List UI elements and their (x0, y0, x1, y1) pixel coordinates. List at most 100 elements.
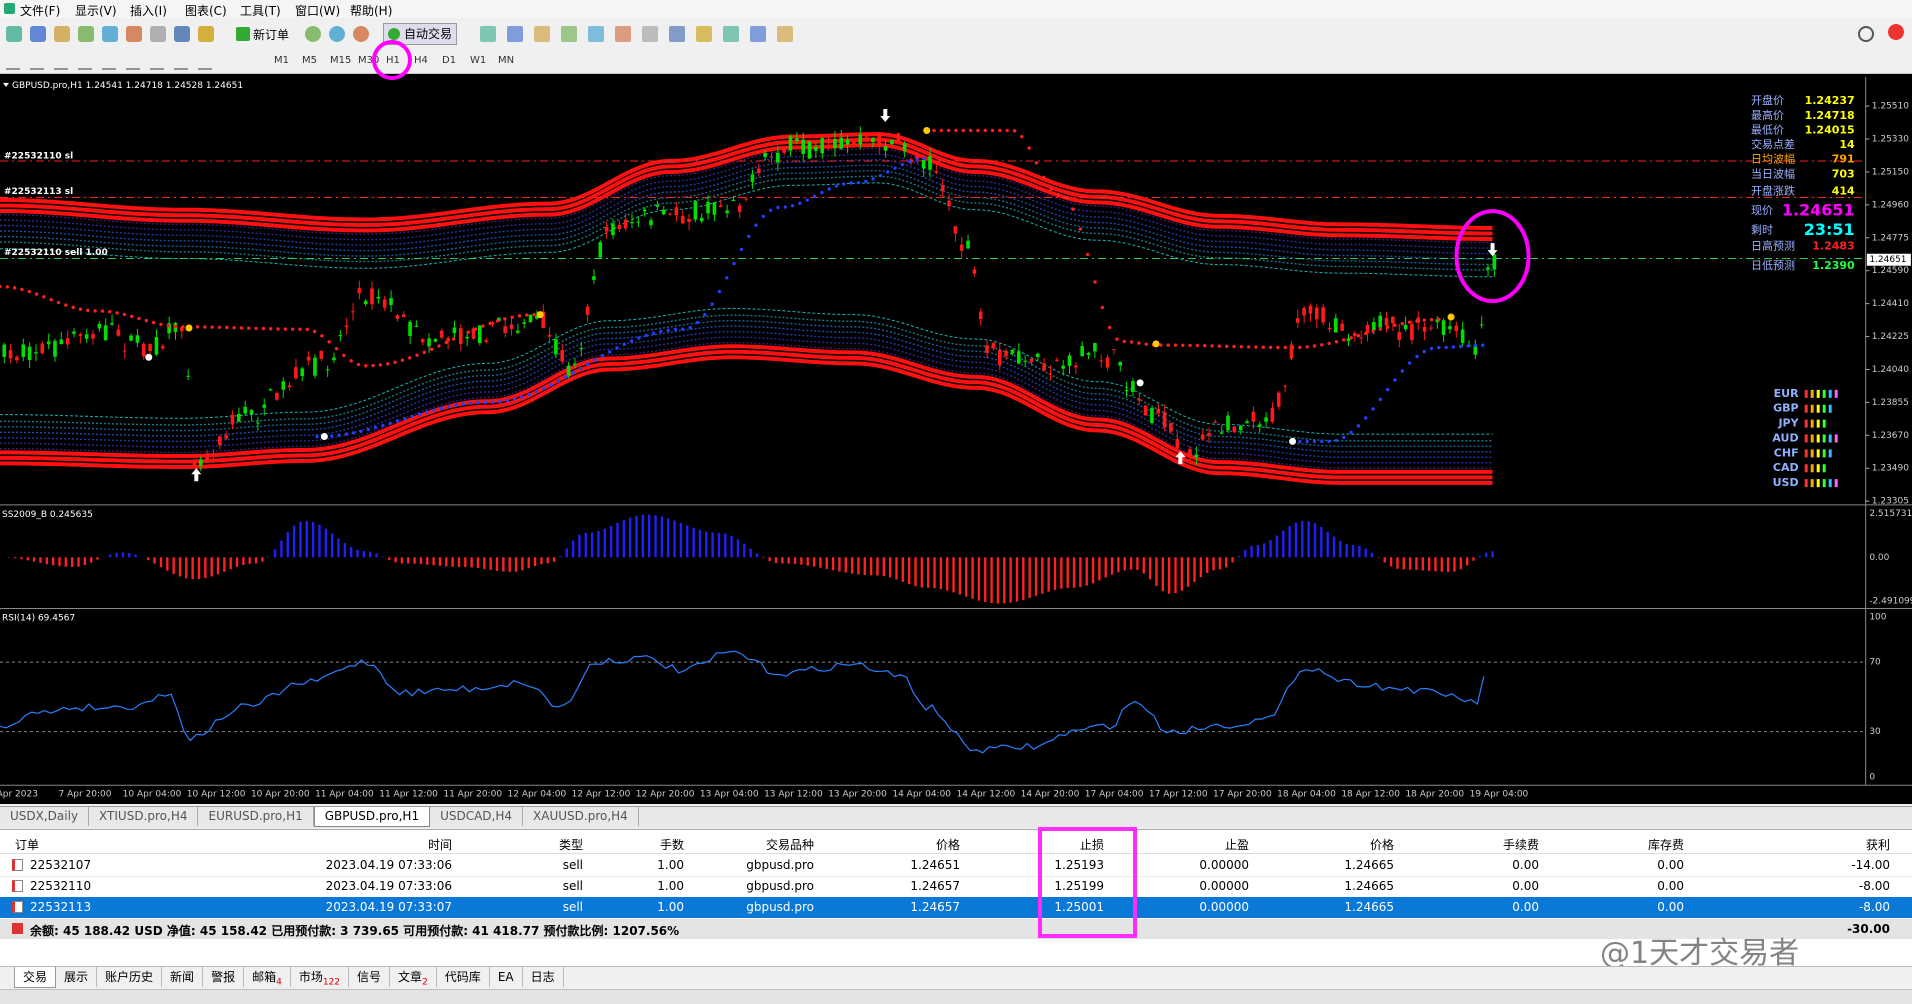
toolbar-icon[interactable] (777, 26, 793, 42)
candle-body (408, 321, 412, 336)
timeframe-button[interactable]: D1 (442, 55, 457, 66)
signal-dot (145, 353, 153, 361)
timeframe-button[interactable]: MN (498, 55, 515, 66)
column-header: 止盈 (1224, 838, 1249, 852)
candle-body (592, 276, 596, 280)
drawing-tool[interactable] (102, 56, 116, 70)
timeframe-button[interactable]: M30 (358, 55, 380, 66)
timeframe-button[interactable]: M15 (330, 55, 352, 66)
terminal-tab[interactable]: EA (490, 967, 523, 987)
toolbar-icon[interactable] (329, 26, 345, 42)
menu-item[interactable]: 显示(V) (75, 4, 117, 18)
close-button[interactable] (1895, 899, 1907, 913)
toolbar-icon[interactable] (669, 26, 685, 42)
toolbar-icon[interactable] (78, 26, 94, 42)
drawing-tool[interactable] (6, 56, 20, 70)
account-icon (12, 923, 23, 934)
menu-item[interactable]: 工具(T) (240, 4, 281, 18)
trail-dot (1049, 187, 1053, 191)
drawing-tool[interactable] (198, 56, 212, 70)
terminal-tab[interactable]: 代码库 (437, 967, 490, 987)
terminal-tab[interactable]: 文章2 (390, 967, 437, 987)
strength-bar (1816, 419, 1820, 428)
toolbar-icon[interactable] (507, 26, 523, 42)
toolbar-icon[interactable] (305, 26, 321, 42)
drawing-tool[interactable] (126, 56, 140, 70)
toolbar-icon[interactable] (561, 26, 577, 42)
terminal-tab[interactable]: 展示 (56, 967, 98, 987)
menu-item[interactable]: 窗口(W) (295, 4, 341, 18)
chart-tab[interactable]: XAUUSD.pro,H4 (523, 807, 639, 826)
toolbar-icon[interactable] (174, 26, 190, 42)
drawing-tool[interactable] (150, 56, 164, 70)
toolbar-icon[interactable] (480, 26, 496, 42)
toolbar-icon[interactable] (588, 26, 604, 42)
new-order-button[interactable]: 新订单 (253, 28, 290, 42)
terminal-tab[interactable]: 警报 (203, 967, 245, 987)
drawing-tool[interactable] (30, 56, 44, 70)
chart-tab[interactable]: XTIUSD.pro,H4 (89, 807, 199, 826)
toolbar-icon[interactable] (30, 26, 46, 42)
chart-tab[interactable]: EURUSD.pro,H1 (198, 807, 314, 826)
tab-label: 展示 (64, 970, 89, 984)
terminal-tab[interactable]: 日志 (523, 967, 564, 987)
candle-body (1156, 408, 1161, 414)
trail-dot (315, 434, 319, 439)
toolbar-icon[interactable] (126, 26, 142, 42)
order-cell: 0.00 (1512, 858, 1539, 872)
time-axis-label: 11 Apr 20:00 (443, 789, 502, 799)
toolbar-icon[interactable] (353, 26, 369, 42)
menu-item[interactable]: 图表(C) (185, 4, 227, 18)
timeframe-button[interactable]: W1 (470, 55, 487, 66)
toolbar-icon[interactable] (198, 26, 214, 42)
drawing-tool[interactable] (54, 56, 68, 70)
toolbar-icon[interactable] (102, 26, 118, 42)
chart-tab[interactable]: GBPUSD.pro,H1 (313, 807, 431, 827)
trail-dot (1312, 344, 1317, 348)
terminal-tab[interactable]: 市场122 (291, 967, 350, 987)
candle-body (1055, 359, 1059, 361)
auto-trading-button[interactable]: 自动交易 (383, 23, 458, 45)
candle-body (1359, 337, 1363, 339)
toolbar-icon[interactable] (150, 26, 166, 42)
currency-label: EUR (1774, 387, 1799, 400)
strength-bar (1822, 404, 1826, 413)
tab-badge: 4 (276, 977, 282, 988)
order-row[interactable] (0, 897, 1912, 918)
drawing-tool[interactable] (174, 56, 188, 70)
chart-tab[interactable]: USDX,Daily (0, 807, 90, 826)
toolbar-icon[interactable] (723, 26, 739, 42)
menu-item[interactable]: 插入(I) (130, 4, 167, 18)
trail-dot (1210, 344, 1214, 348)
toolbar-icon[interactable] (6, 26, 22, 42)
close-button[interactable] (1895, 857, 1907, 871)
toolbar-icon[interactable] (750, 26, 766, 42)
order-cell: 22532113 (30, 900, 92, 914)
chart-tab[interactable]: USDCAD,H4 (430, 807, 524, 826)
terminal-tab[interactable]: 交易 (14, 967, 57, 988)
terminal-tab[interactable]: 信号 (349, 967, 391, 987)
menu-item[interactable]: 帮助(H) (350, 4, 393, 18)
toolbar-icon[interactable] (615, 26, 631, 42)
toolbar-icon[interactable] (534, 26, 550, 42)
menu-item[interactable]: 文件(F) (20, 4, 61, 18)
toolbar-icon[interactable] (54, 26, 70, 42)
toolbar-icon[interactable] (642, 26, 658, 42)
tab-label: 日志 (530, 970, 555, 984)
terminal-tab[interactable]: 新闻 (162, 967, 204, 987)
trail-dot (915, 157, 919, 162)
timeframe-button[interactable]: M5 (302, 55, 317, 66)
time-axis-label: 14 Apr 20:00 (1021, 789, 1080, 799)
toolbar-icon[interactable] (696, 26, 712, 42)
timeframe-button[interactable]: H4 (414, 55, 428, 66)
trail-dot (1100, 305, 1105, 310)
drawing-tool[interactable] (78, 56, 92, 70)
close-button[interactable] (1895, 878, 1907, 892)
candle-body (693, 200, 698, 220)
order-row[interactable] (0, 855, 1912, 877)
search-icon[interactable] (1858, 26, 1874, 42)
notification-icon[interactable] (1888, 24, 1904, 40)
terminal-tab[interactable]: 账户历史 (97, 967, 163, 987)
timeframe-button[interactable]: M1 (274, 55, 289, 66)
terminal-tab[interactable]: 邮箱4 (244, 967, 291, 987)
